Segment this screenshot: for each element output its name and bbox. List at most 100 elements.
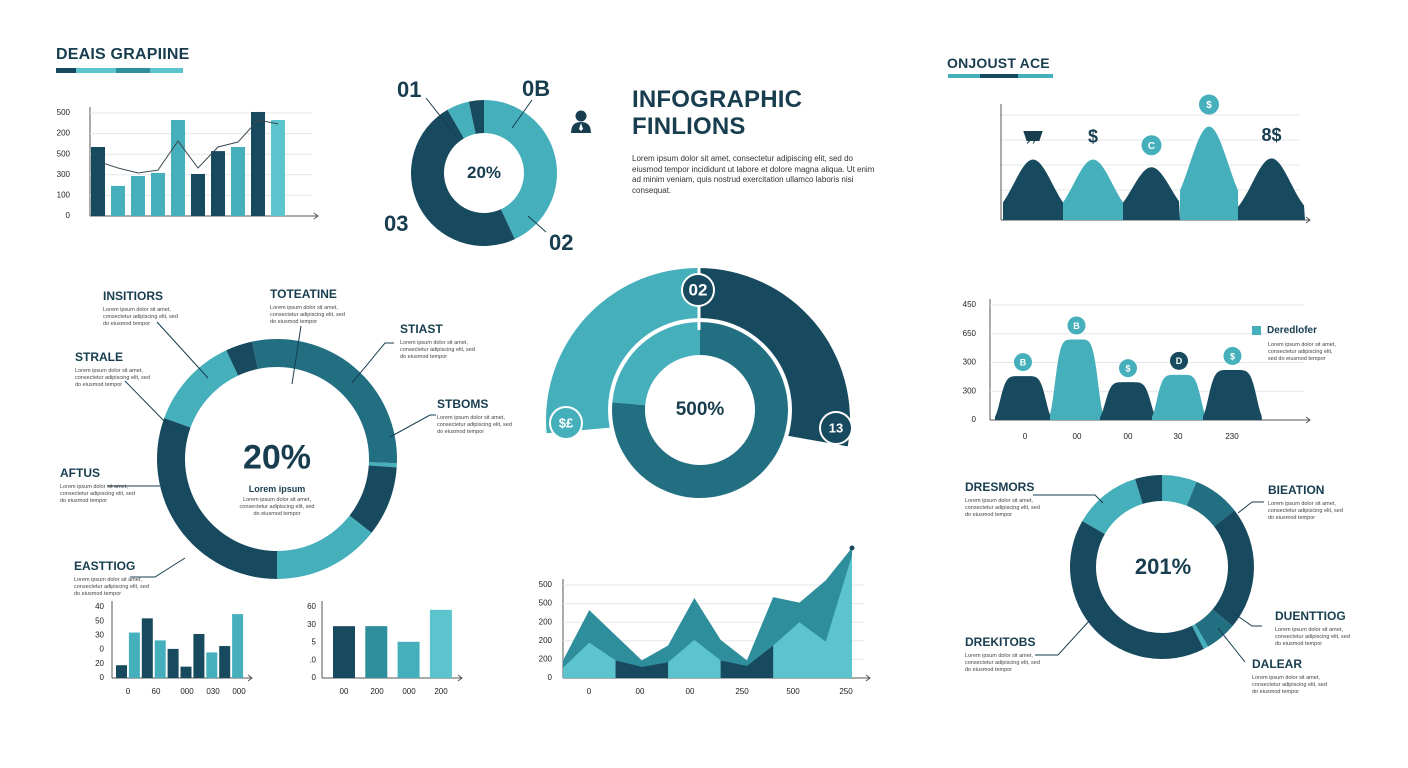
intro-paragraph: Lorem ipsum dolor sit amet, consectetur … (632, 154, 875, 195)
callout-easttiog: EASTTIOG Lorem ipsum dolor sit amet, cons… (74, 559, 156, 598)
big-donut-text: Lorem ipsum dolor sit amet, consectetur … (239, 497, 315, 517)
gauge-inner-segment (612, 322, 788, 498)
callout-text: Lorem ipsum dolor sit amet, consectetur … (74, 577, 149, 597)
donut-label-01: 01 (397, 77, 422, 102)
callout-text: Lorem ipsum dolor sit amet, consectetur … (437, 415, 512, 435)
bar (271, 120, 285, 216)
page-title-line2: FINLIONS (632, 113, 746, 140)
hump-area (995, 376, 1051, 420)
donut-label-02: 02 (549, 230, 574, 255)
y-tick-label: 0 (972, 415, 977, 424)
callout-title: AFTUS (60, 466, 100, 480)
x-tick-label: 00 (340, 687, 349, 696)
callout-title: DALEAR (1252, 657, 1302, 671)
donut-br-center-value: 201% (1134, 554, 1192, 579)
bar (333, 626, 355, 678)
mountain-area (1123, 167, 1180, 220)
x-axis-arrow (247, 674, 253, 682)
bar (167, 648, 179, 678)
person-icon (571, 110, 591, 133)
callout-text: Lorem ipsum dolor sit amet, consectetur … (400, 340, 475, 360)
donut-br-segment (1162, 475, 1197, 506)
dollar-badge-icon (1199, 94, 1219, 115)
x-tick-label: 60 (152, 687, 161, 696)
x-tick-label: 0 (587, 687, 592, 696)
callout-drekitobs: DREKITOBS Lorem ipsum dolor sit amet, con… (965, 635, 1047, 674)
marker-label: D (1176, 356, 1183, 366)
bar (191, 173, 205, 216)
y-tick-label: 0 (100, 673, 105, 682)
y-tick-label: 650 (963, 329, 977, 338)
donut-br-segment (1195, 609, 1233, 647)
donut-br-segment (1191, 624, 1208, 649)
gauge-inner-segment (612, 322, 700, 406)
bar (111, 185, 125, 216)
y-tick-label: 0 (66, 211, 71, 220)
bar (365, 626, 388, 678)
x-tick-label: 00 (1073, 432, 1082, 441)
x-tick-label: 500 (786, 687, 800, 696)
callout-strale: STRALE Lorem ipsum dolor sit amet, consec… (75, 350, 157, 389)
page-title-line1: INFOGRAPHIC (632, 86, 803, 113)
y-tick-label: 200 (57, 129, 71, 138)
y-tick-label: 300 (57, 170, 71, 179)
y-tick-label: 100 (57, 191, 71, 200)
cup-icon (1023, 131, 1043, 144)
y-tick-label: 200 (539, 655, 553, 664)
x-tick-label: 000 (232, 687, 246, 696)
marker-label: C (1148, 141, 1155, 152)
y-tick-label: .0 (309, 655, 316, 664)
gauge-badge-label: $£ (559, 415, 574, 430)
donut-label-0b: 0B (522, 76, 551, 101)
x-tick-label: 000 (180, 687, 194, 696)
donut-top-segment (468, 100, 484, 134)
y-tick-label: 0 (100, 645, 105, 654)
big-donut-segment (277, 515, 372, 579)
big-donut-segment (157, 417, 277, 579)
gauge-badge (549, 406, 583, 440)
big-donut-segment (252, 339, 397, 464)
bar (193, 633, 205, 678)
callout-dresmors: DRESMORS Lorem ipsum dolor sit amet, cons… (965, 480, 1047, 519)
y-tick-label: 20 (95, 659, 104, 668)
legend-swatch (1252, 326, 1261, 335)
x-tick-label: 00 (1124, 432, 1133, 441)
hump-area (1203, 369, 1262, 420)
bar (116, 665, 127, 678)
marker-badge-icon (1119, 359, 1137, 378)
callout-aftus: AFTUS Lorem ipsum dolor sit amet, consect… (60, 466, 142, 505)
mountain-area (1238, 158, 1305, 220)
callout-text: Lorem ipsum dolor sit amet, consectetur … (60, 484, 135, 504)
big-donut-center-value: 20% (242, 438, 312, 477)
gauge-center-value: 500% (675, 399, 725, 420)
callout-stiast: STIAST Lorem ipsum dolor sit amet, consec… (400, 322, 482, 361)
marker-label: 8$ (1261, 125, 1281, 145)
callout-title: DREKITOBS (965, 635, 1036, 649)
dollar-badge-icon (1141, 135, 1162, 156)
x-axis-arrow (865, 674, 871, 682)
bar (231, 146, 245, 216)
callout-title: BIEATION (1268, 483, 1325, 497)
x-axis-arrow (1305, 216, 1311, 224)
y-tick-label: 60 (307, 602, 316, 611)
x-tick-label: 250 (735, 687, 749, 696)
bar (171, 120, 185, 216)
callout-text: Lorem ipsum dolor sit amet, consectetur … (965, 653, 1040, 673)
y-tick-label: 500 (539, 580, 553, 589)
x-axis-arrow (313, 212, 319, 220)
donut-top-segment (484, 100, 557, 240)
x-tick-label: 0 (1023, 432, 1028, 441)
callout-bieation: BIEATION Lorem ipsum dolor sit amet, cons… (1268, 483, 1350, 522)
mountain-area (1180, 126, 1238, 220)
y-tick-label: 450 (963, 300, 977, 309)
marker-label: $ (1230, 351, 1235, 361)
x-tick-label: 30 (1174, 432, 1183, 441)
area-endpoint (849, 545, 855, 551)
callout-text: Lorem ipsum dolor sit amet, consectetur … (103, 307, 178, 327)
marker-badge-icon (1014, 353, 1032, 372)
bar (206, 652, 218, 678)
big-donut-segment (226, 341, 258, 376)
big-donut-segment (164, 350, 239, 428)
donut-br-segment (1186, 481, 1235, 527)
marker-label: $ (1125, 364, 1130, 374)
